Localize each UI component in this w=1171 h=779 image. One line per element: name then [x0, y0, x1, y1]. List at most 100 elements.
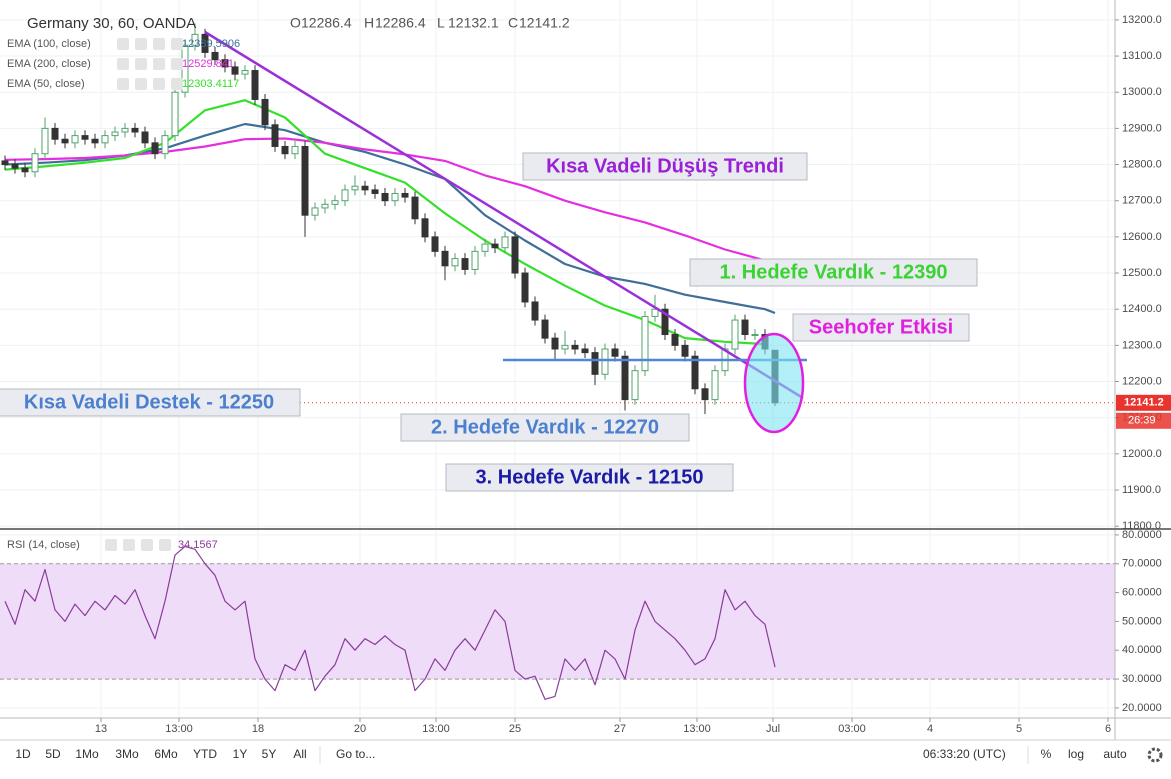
range-button[interactable]: 1Y — [233, 747, 248, 761]
candle-body — [701, 388, 709, 401]
y-tick-label: 12400.0 — [1122, 303, 1162, 315]
candle-body — [441, 250, 449, 267]
legend-value: 12389.5906 — [182, 38, 240, 50]
candle-body — [391, 192, 399, 202]
ohlc-letter: C — [508, 15, 518, 31]
annotation-box — [400, 413, 690, 442]
highlight-ellipse — [743, 332, 805, 434]
scale-option[interactable]: log — [1068, 747, 1084, 761]
annotation-text: Seehofer Etkisi — [809, 316, 954, 338]
legend-icon[interactable] — [135, 78, 147, 90]
range-button[interactable]: YTD — [193, 747, 217, 761]
ohlc-value: 12286.4 — [375, 15, 426, 31]
candle-body — [31, 153, 39, 173]
candle-body — [171, 91, 179, 137]
y-tick-label: 12000.0 — [1122, 448, 1162, 460]
candle-body — [471, 250, 479, 270]
y-tick-label: 12300.0 — [1122, 339, 1162, 351]
x-tick-label: 27 — [614, 723, 626, 735]
ema-line — [4, 99, 766, 346]
legend-icon[interactable] — [171, 38, 183, 50]
candle-body — [41, 127, 49, 155]
legend-icon[interactable] — [171, 78, 183, 90]
candle-body — [611, 348, 619, 357]
candle-body — [751, 334, 759, 337]
candle-body — [61, 138, 69, 144]
x-tick-label: 25 — [509, 723, 521, 735]
candle-body — [51, 127, 59, 140]
annotation-text: Kısa Vadeli Düşüş Trendi — [546, 155, 784, 177]
range-button[interactable]: 5D — [45, 747, 61, 761]
annotation-text: Kısa Vadeli Destek - 12250 — [24, 391, 274, 413]
legend-icon[interactable] — [135, 38, 147, 50]
range-button[interactable]: 1Mo — [75, 747, 99, 761]
last-price-label: 12141.2 — [1124, 397, 1164, 409]
candle-body — [91, 138, 99, 144]
settings-button[interactable] — [1147, 747, 1163, 763]
candle-body — [571, 344, 579, 350]
annotation-box — [689, 258, 978, 287]
range-button[interactable]: 6Mo — [154, 747, 178, 761]
annotation-text: 1. Hedefe Vardık - 12390 — [720, 261, 948, 283]
range-button[interactable]: 5Y — [262, 747, 277, 761]
candle-body — [221, 59, 229, 68]
candle-body — [601, 348, 609, 375]
annotation-box — [0, 388, 301, 417]
ohlc-letter: H — [364, 15, 374, 31]
candle-body — [11, 164, 19, 169]
legend-icon[interactable] — [105, 539, 117, 551]
scale-option[interactable]: auto — [1103, 747, 1127, 761]
y-tick-label: 13000.0 — [1122, 86, 1162, 98]
legend-icon[interactable] — [153, 38, 165, 50]
x-tick-label: 13:00 — [165, 723, 193, 735]
annotation-text: 3. Hedefe Vardık - 12150 — [476, 466, 704, 488]
legend-icon[interactable] — [117, 38, 129, 50]
candle-body — [641, 315, 649, 372]
legend-icon[interactable] — [141, 539, 153, 551]
ohlc-letter: O — [290, 15, 301, 31]
y-tick-label: 12800.0 — [1122, 158, 1162, 170]
annotation-box — [522, 152, 808, 181]
candle-body — [451, 258, 459, 267]
y-tick-label: 11900.0 — [1122, 484, 1161, 496]
legend-icon[interactable] — [153, 58, 165, 70]
candle-body — [251, 70, 259, 100]
candle-body — [291, 145, 299, 155]
legend-icon[interactable] — [123, 539, 135, 551]
y-tick-label: 13100.0 — [1122, 50, 1162, 62]
ohlc-value: 12286.4 — [301, 15, 352, 31]
candle-body — [561, 344, 569, 350]
candle-body — [361, 185, 369, 191]
legend-icon[interactable] — [159, 539, 171, 551]
legend-icon[interactable] — [117, 58, 129, 70]
scale-option[interactable]: % — [1041, 747, 1052, 761]
range-button[interactable]: 3Mo — [115, 747, 139, 761]
x-tick-label: Jul — [766, 723, 780, 735]
y-tick-label: 20.0000 — [1122, 702, 1162, 714]
candle-body — [161, 135, 169, 155]
price-axis-bg — [1115, 0, 1171, 740]
x-tick-label: 13:00 — [422, 723, 450, 735]
candle-body — [131, 127, 139, 133]
legend-icon[interactable] — [117, 78, 129, 90]
legend-name: EMA (50, close) — [7, 78, 85, 90]
goto-button[interactable]: Go to... — [336, 747, 375, 761]
candle-body — [651, 308, 659, 317]
candle-body — [71, 135, 79, 144]
x-tick-label: 6 — [1105, 723, 1111, 735]
legend-icon[interactable] — [153, 78, 165, 90]
range-button[interactable]: All — [293, 747, 306, 761]
rsi-line — [4, 545, 776, 700]
candle-body — [201, 33, 209, 53]
y-tick-label: 70.0000 — [1122, 558, 1162, 570]
candle-body — [371, 189, 379, 194]
y-tick-label: 30.0000 — [1122, 673, 1162, 685]
legend-icon[interactable] — [171, 58, 183, 70]
trend-line — [204, 30, 804, 400]
candle-body — [351, 185, 359, 191]
candle-body — [331, 200, 339, 205]
range-button[interactable]: 1D — [15, 747, 31, 761]
legend-icon[interactable] — [135, 58, 147, 70]
